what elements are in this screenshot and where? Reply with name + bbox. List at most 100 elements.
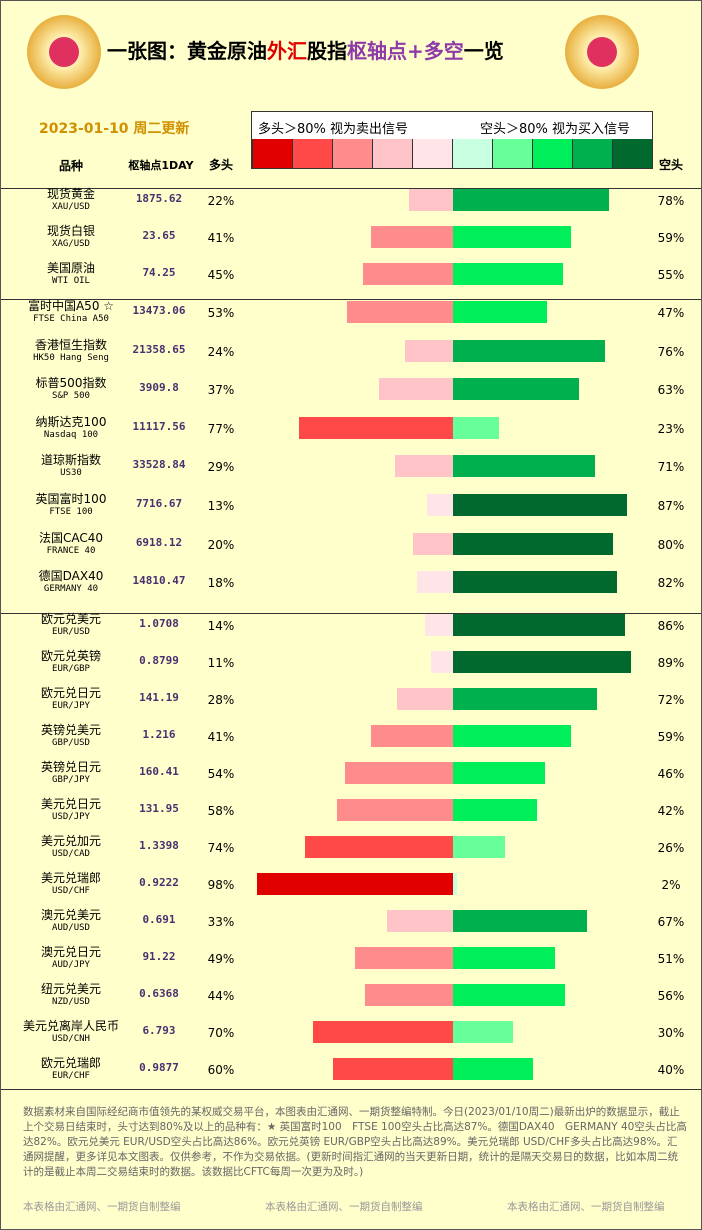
row-code: XAU/USD (52, 202, 90, 212)
swatches (252, 139, 652, 168)
row-code: Nasdaq 100 (43, 429, 99, 440)
row-name: 美元兑瑞郎 (40, 871, 101, 885)
row-name: 富时中国A50 ☆ (27, 299, 115, 313)
row-code: FRANCE 40 (46, 545, 96, 556)
divider (1, 613, 701, 614)
row-name: 欧元兑日元 (40, 686, 101, 700)
col-long: 多头 (208, 158, 233, 172)
short-pct: 56% (657, 989, 685, 1003)
row-name: 欧元兑瑞郎 (40, 1056, 101, 1070)
long-bar (425, 614, 453, 636)
long-bar (395, 455, 453, 478)
row-name: 英镑兑美元 (40, 723, 101, 737)
row-name: 法国CAC40 (38, 530, 104, 545)
long-pct: 37% (207, 383, 235, 398)
pivot: 0.6368 (139, 987, 179, 1000)
short-bar (453, 947, 555, 969)
pivot: 23.65 (142, 229, 176, 242)
title-part: 枢轴点+多空 (347, 39, 464, 63)
short-pct: 30% (657, 1026, 685, 1040)
pivot: 33528.84 (132, 458, 186, 472)
long-bar (379, 378, 453, 401)
long-bar (257, 873, 453, 895)
swatch (452, 139, 492, 168)
title-part: 股指 (307, 39, 347, 63)
pivot: 11117.56 (132, 419, 186, 433)
short-bar (453, 910, 587, 932)
row-code: XAG/USD (52, 239, 90, 249)
pivot: 1.216 (142, 728, 176, 741)
long-pct: 11% (207, 656, 235, 670)
short-pct: 72% (657, 693, 685, 707)
long-pct: 74% (207, 841, 235, 855)
long-bar (431, 651, 453, 673)
short-bar (453, 1021, 513, 1043)
long-pct: 44% (207, 989, 235, 1003)
swatch (532, 139, 572, 168)
pivot: 1.3398 (139, 839, 179, 852)
legend: 多头＞80% 视为卖出信号 空头＞80% 视为买入信号 (251, 111, 653, 169)
row-name: 道琼斯指数 (40, 453, 101, 468)
long-pct: 70% (207, 1026, 235, 1040)
long-pct: 24% (207, 344, 235, 359)
swatch (612, 139, 652, 168)
row-name: 现货黄金 (46, 187, 95, 201)
pivot: 13473.06 (132, 304, 186, 317)
divider (1, 1089, 701, 1090)
row-code: US30 (60, 468, 82, 479)
short-bar (453, 614, 625, 636)
row-code: GERMANY 40 (43, 584, 99, 595)
swatch (292, 139, 332, 168)
pivot: 6918.12 (135, 535, 183, 549)
short-bar (453, 984, 565, 1006)
long-bar (371, 725, 453, 747)
row-code: NZD/USD (52, 997, 90, 1007)
long-bar (355, 947, 453, 969)
row-name: 标普500指数 (35, 376, 107, 391)
long-pct: 41% (207, 730, 235, 744)
row-name: 美元兑离岸人民币 (22, 1019, 119, 1033)
pivot: 0.9877 (139, 1061, 179, 1074)
col-pivot: 枢轴点1DAY (128, 159, 194, 172)
long-bar (405, 339, 453, 362)
long-pct: 54% (207, 767, 235, 781)
short-pct: 89% (657, 656, 685, 670)
row-code: USD/CHF (52, 886, 90, 896)
pivot: 1875.62 (135, 192, 183, 205)
short-bar (453, 725, 571, 747)
credit: 本表格由汇通网、一期货自制整编 (23, 1201, 181, 1213)
row-code: GBP/JPY (52, 775, 90, 785)
pivot: 91.22 (142, 950, 176, 963)
short-bar (453, 762, 545, 784)
short-pct: 59% (657, 730, 685, 744)
short-bar (453, 873, 457, 895)
short-pct: 47% (657, 306, 685, 320)
pivot: 14810.47 (132, 574, 186, 588)
short-bar (453, 378, 579, 401)
pivot: 6.793 (142, 1024, 176, 1037)
divider (1, 188, 701, 189)
long-pct: 49% (207, 952, 235, 966)
title: 一张图：黄金原油外汇股指枢轴点+多空一览 (107, 35, 504, 64)
short-pct: 42% (657, 804, 685, 818)
short-bar (453, 339, 605, 362)
short-pct: 55% (657, 268, 685, 282)
short-pct: 87% (657, 499, 685, 513)
long-bar (371, 226, 453, 248)
date: 2023-01-10 周二更新 (39, 121, 190, 137)
divider (1, 299, 701, 300)
long-pct: 28% (207, 693, 235, 707)
long-bar (299, 416, 453, 439)
row-code: USD/CNH (52, 1034, 90, 1044)
title-part: 一张图：黄金原油 (107, 39, 267, 63)
short-bar (453, 836, 505, 858)
row-code: HK50 Hang Seng (33, 352, 109, 363)
short-bar (453, 494, 627, 516)
long-pct: 13% (207, 499, 235, 513)
long-pct: 20% (207, 537, 235, 552)
long-pct: 41% (207, 231, 235, 245)
credit: 本表格由汇通网、一期货自制整编 (507, 1201, 665, 1213)
short-pct: 80% (657, 537, 685, 552)
short-pct: 78% (657, 194, 685, 208)
pivot: 131.95 (139, 802, 179, 815)
